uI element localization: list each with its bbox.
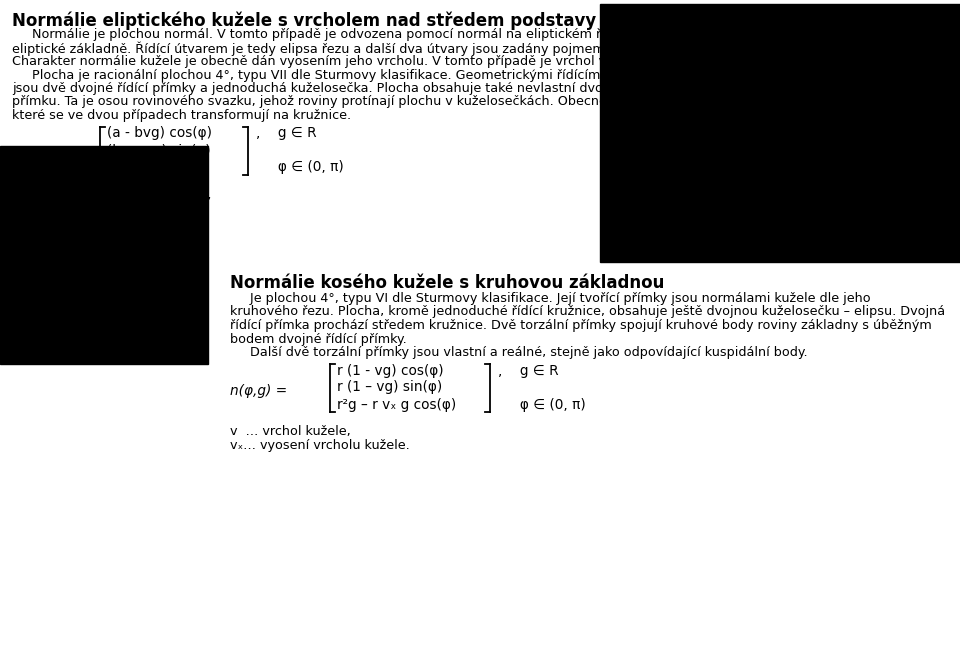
Text: Charakter normálie kužele je obecně dán vyosením jeho vrcholu. V tomto případě j: Charakter normálie kužele je obecně dán … [12,55,682,68]
Text: ,    g ∈ R: , g ∈ R [256,126,317,140]
Text: Normálie je plochou normál. V tomto případě je odvozena pomocí normál na eliptic: Normálie je plochou normál. V tomto příp… [12,28,684,41]
Text: Je plochou 4°, typu VI dle Sturmovy klasifikace. Její tvořící přímky jsou normál: Je plochou 4°, typu VI dle Sturmovy klas… [230,292,871,305]
FancyBboxPatch shape [600,4,960,262]
Text: přímku. Ta je osou rovinového svazku, jehož roviny protínají plochu v kuželosečk: přímku. Ta je osou rovinového svazku, je… [12,95,700,108]
Text: r (1 - vg) cos(φ): r (1 - vg) cos(φ) [337,364,444,378]
Text: řídící přímka prochází středem kružnice. Dvě torzální přímky spojují kruhové bod: řídící přímka prochází středem kružnice.… [230,319,932,332]
FancyBboxPatch shape [0,146,208,364]
Text: abg: abg [107,160,132,175]
Text: Normálie eliptického kužele s vrcholem nad středem podstavy: Normálie eliptického kužele s vrcholem n… [12,11,596,29]
Text: kruhového řezu. Plocha, kromě jednoduché řídící kružnice, obsahuje ještě dvojnou: kruhového řezu. Plocha, kromě jednoduché… [230,306,946,318]
Text: Plocha je racionální plochou 4°, typu VII dle Sturmovy klasifikace. Geometrickým: Plocha je racionální plochou 4°, typu VI… [12,68,649,82]
Text: ,    g ∈ R: , g ∈ R [498,364,559,378]
Text: (a - bvg) cos(φ): (a - bvg) cos(φ) [107,126,212,140]
Text: r (1 – vg) sin(φ): r (1 – vg) sin(φ) [337,381,443,394]
Text: n(φ,g) =: n(φ,g) = [230,385,287,398]
Text: (b – vga) sin(φ): (b – vga) sin(φ) [107,143,210,158]
Text: φ ∈ (0, π): φ ∈ (0, π) [256,160,344,175]
Text: v   … vrchol kužele.: v … vrchol kužele. [14,202,139,215]
Text: Normálie kosého kužele s kruhovou základnou: Normálie kosého kužele s kruhovou základ… [230,274,664,292]
Text: φ ∈ (0, π): φ ∈ (0, π) [498,398,586,411]
Text: které se ve dvou případech transformují na kružnice.: které se ve dvou případech transformují … [12,109,351,122]
Text: vₓ… vyosení vrcholu kužele.: vₓ… vyosení vrcholu kužele. [230,439,410,452]
Text: a,b … poloosy elipsy základny,: a,b … poloosy elipsy základny, [14,188,211,201]
Text: r²g – r vₓ g cos(φ): r²g – r vₓ g cos(φ) [337,398,456,411]
Text: eliptické základně. Řídící útvarem je tedy elipsa řezu a další dva útvary jsou z: eliptické základně. Řídící útvarem je te… [12,42,663,56]
Text: v  … vrchol kužele,: v … vrchol kužele, [230,426,350,439]
Text: Další dvě torzální přímky jsou vlastní a reálné, stejně jako odpovídající kuspid: Další dvě torzální přímky jsou vlastní a… [230,346,807,359]
Text: n(φ,g) =: n(φ,g) = [14,147,71,162]
Text: jsou dvě dvojné řídící přímky a jednoduchá kuželosečka. Plocha obsahuje také nev: jsou dvě dvojné řídící přímky a jednoduc… [12,82,675,95]
Text: bodem dvojné řídící přímky.: bodem dvojné řídící přímky. [230,333,407,346]
